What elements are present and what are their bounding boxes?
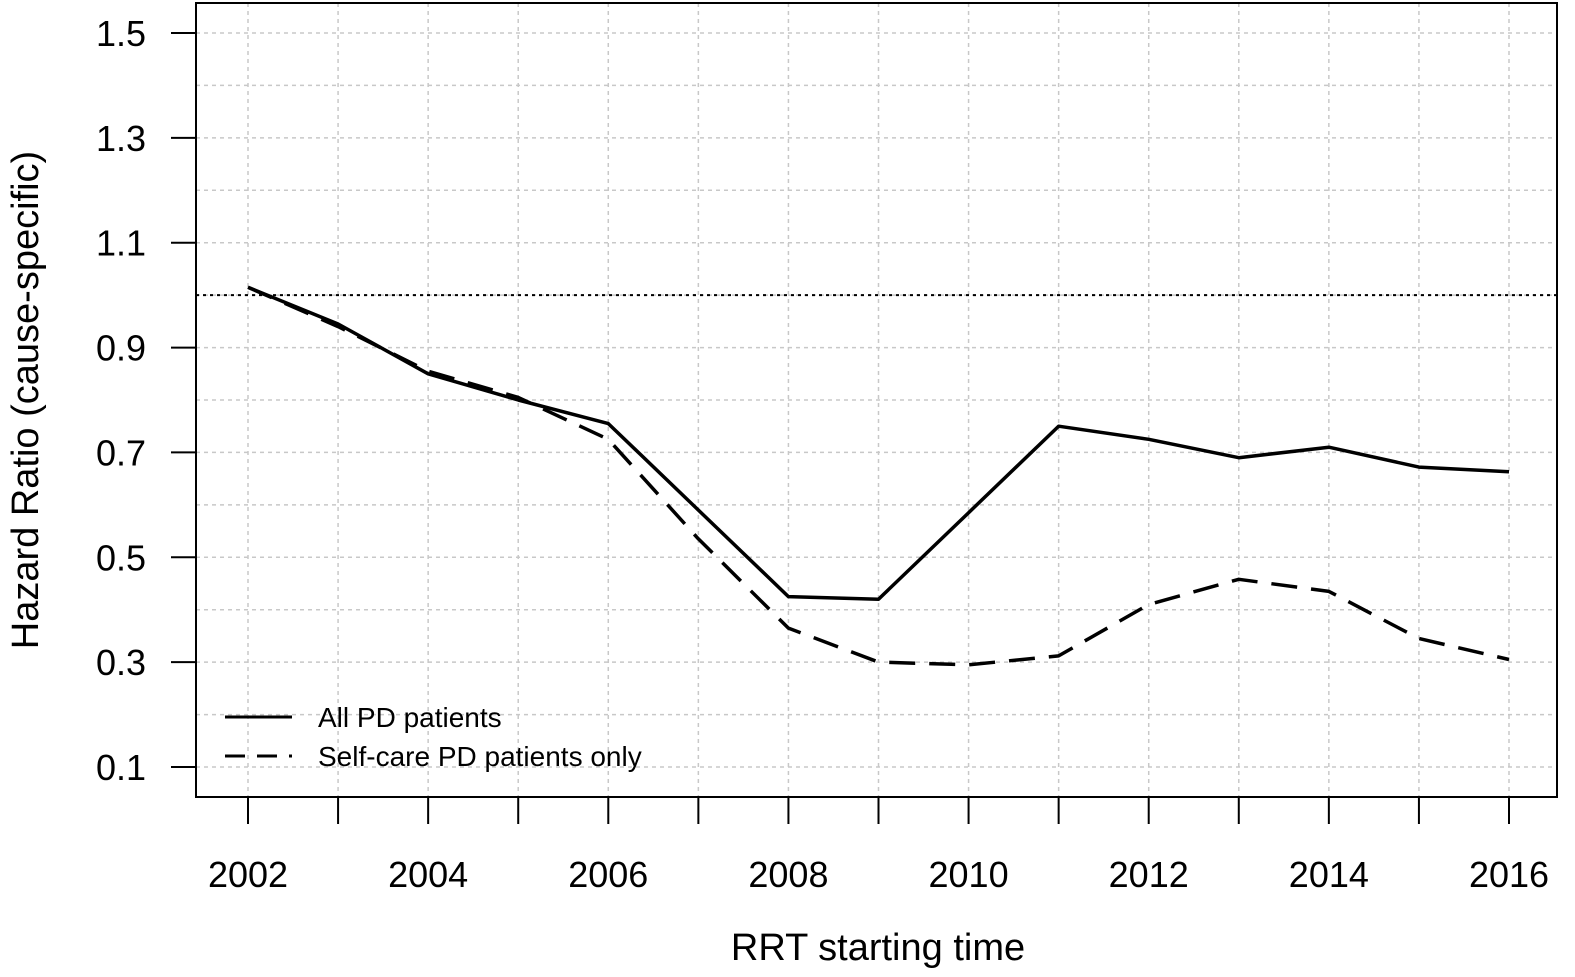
y-tick-label: 0.7 — [96, 432, 146, 473]
axis-layer: 2002 2004 2006 2008 2010 2012 2014 2016 0.1 0.3 0.… — [96, 13, 1549, 895]
x-tick-label: 2014 — [1289, 854, 1369, 895]
y-tick-label: 1.3 — [96, 118, 146, 159]
x-tick-label: 2012 — [1109, 854, 1189, 895]
y-tick-label: 0.9 — [96, 328, 146, 369]
x-tick-label: 2002 — [208, 854, 288, 895]
x-tick-label: 2008 — [748, 854, 828, 895]
x-axis-title: RRT starting time — [731, 927, 1025, 969]
y-tick-label: 1.1 — [96, 223, 146, 264]
series-layer — [247, 285, 1510, 667]
y-tick-label: 1.5 — [96, 13, 146, 54]
y-tick-label: 0.5 — [96, 537, 146, 578]
legend-label-all-pd: All PD patients — [318, 702, 502, 733]
legend-label-self-care: Self-care PD patients only — [318, 741, 642, 772]
y-tick-label: 0.1 — [96, 747, 146, 788]
y-axis-title: Hazard Ratio (cause-specific) — [5, 151, 47, 649]
x-tick-label: 2016 — [1469, 854, 1549, 895]
plot-frame — [195, 2, 1558, 798]
legend: All PD patients Self-care PD patients on… — [225, 702, 642, 772]
x-tick-label: 2010 — [929, 854, 1009, 895]
y-tick-label: 0.3 — [96, 642, 146, 683]
x-tick-label: 2004 — [388, 854, 468, 895]
series-line-all-pd — [247, 285, 1510, 601]
x-tick-label: 2006 — [568, 854, 648, 895]
